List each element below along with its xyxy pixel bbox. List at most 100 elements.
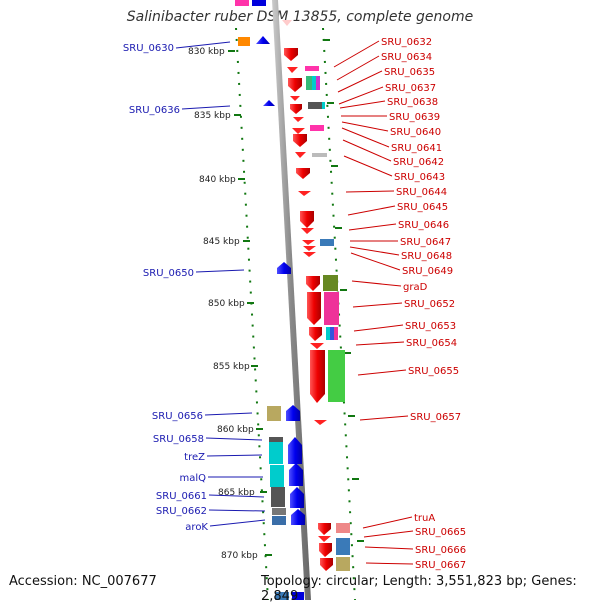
right-label-sru0646[interactable]: SRU_0646: [348, 220, 449, 231]
gene-sru0632-arrow[interactable]: [284, 48, 298, 61]
gene-grad-box[interactable]: [323, 275, 338, 291]
right-label-sru0657[interactable]: SRU_0657: [359, 412, 461, 423]
label-trez[interactable]: treZ: [184, 452, 205, 463]
label-sru0643[interactable]: SRU_0643: [394, 172, 445, 183]
right-label-sru0653[interactable]: SRU_0653: [353, 321, 456, 332]
left-label-malq[interactable]: malQ: [179, 473, 263, 484]
gene-sru0667-box[interactable]: [336, 557, 350, 571]
label-sru0642[interactable]: SRU_0642: [393, 157, 444, 168]
label-sru0652[interactable]: SRU_0652: [404, 299, 455, 310]
left-label-arok[interactable]: aroK: [185, 519, 266, 533]
label-sru0656[interactable]: SRU_0656: [152, 411, 203, 422]
gene-sru0657-arrow[interactable]: [314, 420, 327, 425]
gene-sru0653-arrow[interactable]: [309, 327, 322, 341]
gene-sru0647-box[interactable]: [320, 239, 334, 246]
gene-trez-arrow[interactable]: [288, 437, 302, 464]
gene-sru0666-arrow[interactable]: [319, 543, 332, 557]
label-sru0650[interactable]: SRU_0650: [143, 268, 194, 279]
gene-sru0655-arrow[interactable]: [310, 350, 325, 403]
gene-sru0641-arrow[interactable]: [293, 134, 307, 147]
left-label-sru0658[interactable]: SRU_0658: [153, 434, 263, 445]
label-sru0657[interactable]: SRU_0657: [410, 412, 461, 423]
gene-arok-box[interactable]: [272, 516, 286, 525]
right-label-sru0637[interactable]: SRU_0637: [338, 83, 436, 105]
right-label-sru0648[interactable]: SRU_0648: [349, 246, 452, 262]
gene-sru0661-box[interactable]: [271, 487, 285, 507]
left-label-sru0656[interactable]: SRU_0656: [152, 411, 253, 422]
label-sru0665[interactable]: SRU_0665: [415, 527, 466, 538]
label-sru0655[interactable]: SRU_0655: [408, 366, 459, 377]
gene-sru0656-box[interactable]: [267, 406, 281, 421]
label-sru0647[interactable]: SRU_0647: [400, 237, 451, 248]
label-trua[interactable]: truA: [414, 513, 435, 524]
right-label-sru0647[interactable]: SRU_0647: [350, 237, 451, 248]
gene-sru0667-arrow[interactable]: [320, 558, 333, 571]
right-label-sru0643[interactable]: SRU_0643: [343, 155, 445, 183]
right-label-sru0645[interactable]: SRU_0645: [347, 202, 448, 216]
right-label-sru0634[interactable]: SRU_0634: [336, 52, 432, 81]
right-label-sru0667[interactable]: SRU_0667: [365, 560, 466, 571]
gene-sru0636-arrow[interactable]: [263, 100, 275, 106]
gene-sru0643-arrow[interactable]: [296, 168, 310, 179]
label-sru0667[interactable]: SRU_0667: [415, 560, 466, 571]
right-label-trua[interactable]: truA: [362, 513, 435, 529]
right-label-sru0635[interactable]: SRU_0635: [337, 67, 435, 93]
left-label-trez[interactable]: treZ: [184, 452, 263, 463]
right-label-grad[interactable]: graD: [351, 280, 428, 293]
right-label-sru0649[interactable]: SRU_0649: [350, 252, 453, 277]
gene-sru0650-arrow[interactable]: [277, 262, 291, 274]
gene-sru0662-box[interactable]: [272, 508, 286, 515]
gene-sru0655-box[interactable]: [328, 350, 345, 402]
label-sru0635[interactable]: SRU_0635: [384, 67, 435, 78]
label-sru0645[interactable]: SRU_0645: [397, 202, 448, 213]
label-sru0634[interactable]: SRU_0634: [381, 52, 432, 63]
label-arok[interactable]: aroK: [185, 522, 208, 533]
label-sru0654[interactable]: SRU_0654: [406, 338, 457, 349]
label-sru0639[interactable]: SRU_0639: [389, 112, 440, 123]
label-sru0632[interactable]: SRU_0632: [381, 37, 432, 48]
right-label-sru0644[interactable]: SRU_0644: [345, 187, 447, 198]
left-label-sru0650[interactable]: SRU_0650: [143, 268, 245, 279]
label-sru0636[interactable]: SRU_0636: [129, 105, 180, 116]
gene-sru0630-box[interactable]: [238, 37, 250, 46]
label-sru0646[interactable]: SRU_0646: [398, 220, 449, 231]
left-label-sru0662[interactable]: SRU_0662: [156, 506, 266, 517]
label-sru0644[interactable]: SRU_0644: [396, 187, 447, 198]
gene-sru0652-arrow[interactable]: [307, 292, 321, 325]
gene-trua-arrow[interactable]: [318, 523, 331, 535]
label-sru0640[interactable]: SRU_0640: [390, 127, 441, 138]
label-sru0648[interactable]: SRU_0648: [401, 251, 452, 262]
right-label-sru0638[interactable]: SRU_0638: [339, 97, 438, 109]
gene-sru0665-box[interactable]: [336, 523, 350, 533]
label-sru0658[interactable]: SRU_0658: [153, 434, 204, 445]
gene-arok-arrow[interactable]: [291, 509, 305, 525]
label-sru0662[interactable]: SRU_0662: [156, 506, 207, 517]
right-label-sru0632[interactable]: SRU_0632: [333, 37, 432, 68]
label-sru0661[interactable]: SRU_0661: [156, 491, 207, 502]
right-label-sru0652[interactable]: SRU_0652: [352, 299, 455, 310]
label-sru0630[interactable]: SRU_0630: [123, 43, 174, 54]
label-sru0653[interactable]: SRU_0653: [405, 321, 456, 332]
right-label-sru0641[interactable]: SRU_0641: [341, 127, 442, 154]
gene-sru0630-arrow[interactable]: [256, 36, 270, 44]
gene-sru0661-arrow[interactable]: [290, 487, 304, 508]
left-label-sru0630[interactable]: SRU_0630: [123, 41, 231, 54]
label-sru0638[interactable]: SRU_0638: [387, 97, 438, 108]
gene-sru0637-arrow[interactable]: [288, 78, 302, 92]
gene-malq-arrow[interactable]: [289, 463, 303, 486]
left-label-sru0661[interactable]: SRU_0661: [156, 491, 265, 502]
left-label-sru0636[interactable]: SRU_0636: [129, 105, 231, 116]
gene-sru0652-box[interactable]: [324, 292, 339, 325]
right-label-sru0655[interactable]: SRU_0655: [357, 366, 459, 377]
label-sru0649[interactable]: SRU_0649: [402, 266, 453, 277]
label-sru0641[interactable]: SRU_0641: [391, 143, 442, 154]
right-label-sru0640[interactable]: SRU_0640: [341, 121, 441, 138]
label-grad[interactable]: graD: [403, 282, 428, 293]
right-label-sru0639[interactable]: SRU_0639: [341, 112, 440, 123]
gene-sru0666-box[interactable]: [336, 538, 350, 555]
gene-sru0656-arrow[interactable]: [286, 405, 300, 421]
gene-grad-arrow[interactable]: [306, 276, 320, 291]
right-label-sru0666[interactable]: SRU_0666: [364, 545, 466, 556]
gene-malq-box[interactable]: [270, 465, 284, 487]
right-label-sru0642[interactable]: SRU_0642: [342, 139, 444, 168]
